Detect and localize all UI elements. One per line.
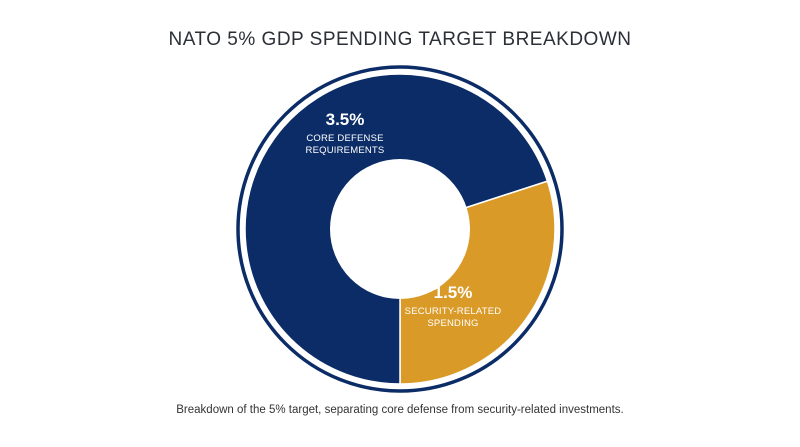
security-related-label-line-1: SECURITY-RELATED	[405, 306, 502, 317]
core-defense-label-line-1: CORE DEFENSE	[306, 133, 383, 144]
core-defense-label-line-2: REQUIREMENTS	[306, 145, 385, 156]
outer-ring	[236, 65, 564, 393]
chart-title: NATO 5% GDP SPENDING TARGET BREAKDOWN	[168, 29, 632, 50]
security-related-label-line-2: SPENDING	[427, 318, 478, 329]
security-related-value: 1.5%	[434, 283, 473, 302]
chart-caption: Breakdown of the 5% target, separating c…	[176, 404, 624, 416]
core-defense-value: 3.5%	[326, 110, 365, 129]
donut-hole	[330, 159, 470, 299]
